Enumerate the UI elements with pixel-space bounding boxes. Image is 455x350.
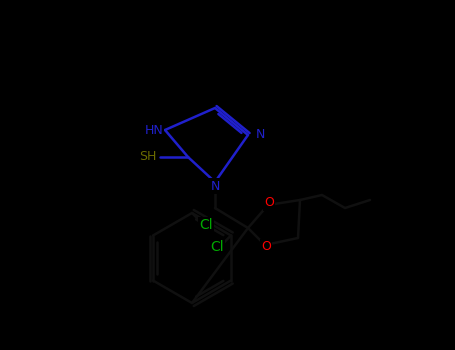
Text: HN: HN <box>144 124 163 136</box>
Text: O: O <box>261 240 271 253</box>
Text: N: N <box>256 128 265 141</box>
Text: Cl: Cl <box>210 240 224 254</box>
Text: SH: SH <box>139 150 157 163</box>
Text: O: O <box>264 196 274 210</box>
Text: Cl: Cl <box>199 218 213 232</box>
Text: N: N <box>210 180 220 193</box>
